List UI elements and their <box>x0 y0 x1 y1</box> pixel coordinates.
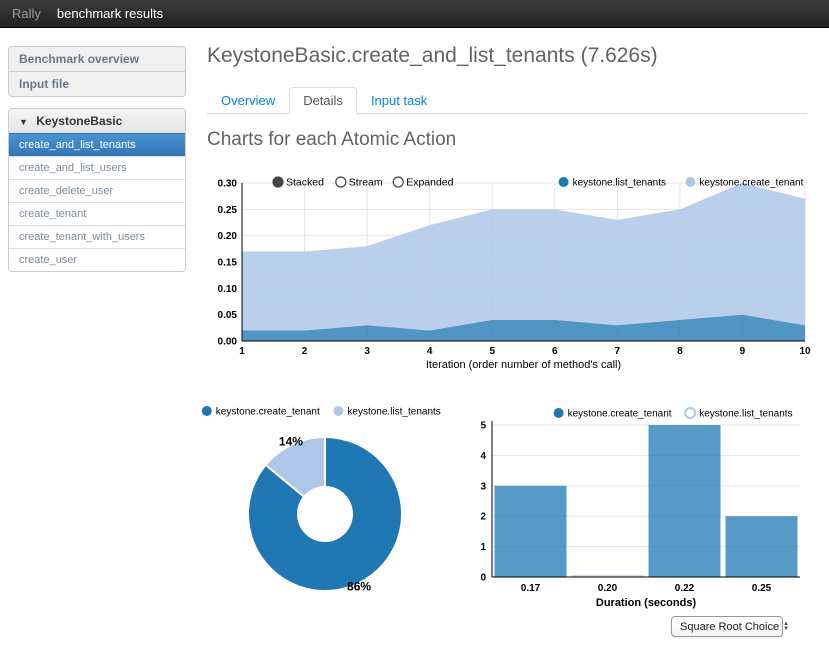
legend-dot-icon <box>684 407 697 419</box>
top-navbar: Rally benchmark results <box>0 0 829 28</box>
legend-dot-icon <box>553 408 564 418</box>
y-tick-label: 2 <box>480 512 486 523</box>
x-tick-label: 2 <box>302 346 308 357</box>
y-tick-label: 5 <box>480 421 486 432</box>
stepper-down-icon: ▼ <box>783 625 790 632</box>
radio-unselected-icon <box>392 176 404 188</box>
page-title: KeystoneBasic.create_and_list_tenants (7… <box>207 44 658 67</box>
chart-mode-radio-stream[interactable]: Stream <box>335 176 383 189</box>
legend-label: keystone.create_tenant <box>568 409 672 420</box>
x-tick-label: 3 <box>364 346 370 357</box>
legend-dot-icon <box>333 406 344 416</box>
legend-item-keystone-list-tenants[interactable]: keystone.list_tenants <box>558 177 666 189</box>
y-tick-label: 0.15 <box>218 258 238 269</box>
legend-dot-icon <box>201 406 212 416</box>
stacked-area-chart: 0.00 0.05 0.10 0.15 0.20 0.25 0.30 1 2 3 4 5 6 7 8 9 10 I… <box>218 176 811 371</box>
tab-input-task[interactable]: Input task <box>370 93 428 108</box>
x-tick-label: 7 <box>615 346 621 357</box>
sidebar-nav-group: Benchmark overview Input file <box>8 46 186 97</box>
area-series-keystone-list-tenants <box>242 314 805 341</box>
y-tick-label: 0.05 <box>218 310 238 321</box>
tab-bar: Overview Details Input task <box>207 87 807 114</box>
radio-label: Stream <box>349 177 383 189</box>
y-tick-label: 3 <box>480 481 486 492</box>
select-stepper-icon: ▲ ▼ <box>783 620 790 632</box>
app-brand[interactable]: Rally <box>12 6 41 21</box>
sidebar: Benchmark overview Input file ▼ KeystoneB… <box>8 46 186 272</box>
scenario-list: create_and_list_tenants create_and_list_u… <box>9 133 185 271</box>
scenario-item-create-user[interactable]: create_user <box>9 248 185 271</box>
legend-dot-icon <box>685 177 696 187</box>
histogram-bar-0.20 <box>571 575 644 577</box>
duration-histogram-chart: 0 1 2 3 4 5 0.17 0.20 0.22 0.25 Duration (seconds)… <box>480 407 800 609</box>
area-series-keystone-create-tenant <box>242 183 805 331</box>
chart-mode-radio-stacked[interactable]: Stacked <box>272 176 324 189</box>
histogram-method-select-value: Square Root Choice <box>680 620 780 633</box>
slice-percent-label: 14% <box>279 435 303 449</box>
atomic-action-pie-chart: 86% 14% keystone.create_tenant keystone.lis… <box>201 406 441 593</box>
legend-item-keystone-create-tenant[interactable]: keystone.create_tenant <box>553 408 672 420</box>
radio-label: Expanded <box>406 177 453 189</box>
y-tick-label: 0.10 <box>218 284 238 295</box>
scenario-item-create-and-list-users[interactable]: create_and_list_users <box>9 156 185 179</box>
x-tick-label: 6 <box>552 346 558 357</box>
section-heading: Charts for each Atomic Action <box>207 129 457 150</box>
chart-mode-radio-expanded[interactable]: Expanded <box>392 176 454 189</box>
navbar-title[interactable]: benchmark results <box>56 6 164 21</box>
y-tick-label: 0.30 <box>218 179 238 190</box>
scenario-group-header[interactable]: ▼ KeystoneBasic <box>9 109 185 133</box>
scenario-group-title: KeystoneBasic <box>36 114 123 128</box>
scenario-item-create-tenant[interactable]: create_tenant <box>9 202 185 225</box>
scenario-item-create-and-list-tenants[interactable]: create_and_list_tenants <box>9 133 185 156</box>
scenario-item-create-delete-user[interactable]: create_delete_user <box>9 179 185 202</box>
x-tick-label: 5 <box>489 346 495 357</box>
scenario-item-create-tenant-with-users[interactable]: create_tenant_with_users <box>9 225 185 248</box>
pie-slice-keystone-create-tenant <box>247 435 403 592</box>
collapse-caret-icon: ▼ <box>19 117 28 127</box>
x-tick-label: 0.20 <box>598 583 618 594</box>
x-tick-label: 0.22 <box>675 583 695 594</box>
stepper-up-icon: ▲ <box>783 620 790 627</box>
x-tick-label: 1 <box>239 346 245 357</box>
x-tick-label: 0.25 <box>752 583 772 594</box>
y-tick-label: 4 <box>480 451 486 462</box>
legend-item-keystone-list-tenants[interactable]: keystone.list_tenants <box>684 407 793 420</box>
tab-details[interactable]: Details <box>289 87 357 114</box>
legend-label: keystone.create_tenant <box>216 407 320 418</box>
x-tick-label: 10 <box>799 346 811 357</box>
x-tick-label: 8 <box>677 346 683 357</box>
histogram-method-select[interactable]: Square Root Choice ▲ ▼ <box>671 616 789 637</box>
radio-selected-icon <box>272 176 284 188</box>
legend-label: keystone.list_tenants <box>699 409 792 420</box>
y-tick-label: 0.25 <box>218 205 238 216</box>
legend-item-keystone-list-tenants[interactable]: keystone.list_tenants <box>333 406 441 418</box>
x-tick-label: 4 <box>427 346 433 357</box>
x-axis-label: Iteration (order number of method's call… <box>426 359 621 371</box>
sidebar-item-input-file[interactable]: Input file <box>9 71 185 96</box>
legend-dot-icon <box>558 177 569 187</box>
scenario-group: ▼ KeystoneBasic create_and_list_tenants c… <box>8 108 186 272</box>
radio-unselected-icon <box>335 176 347 188</box>
legend-label: keystone.list_tenants <box>347 407 440 418</box>
legend-label: keystone.list_tenants <box>573 178 666 189</box>
sidebar-item-benchmark-overview[interactable]: Benchmark overview <box>19 52 140 66</box>
legend-item-keystone-create-tenant[interactable]: keystone.create_tenant <box>201 406 320 418</box>
x-axis-label: Duration (seconds) <box>596 597 697 609</box>
slice-percent-label: 86% <box>347 579 371 593</box>
y-tick-label: 0.20 <box>218 231 238 242</box>
legend-item-keystone-create-tenant[interactable]: keystone.create_tenant <box>685 177 804 189</box>
tab-overview[interactable]: Overview <box>221 93 276 108</box>
y-tick-label: 0 <box>480 573 486 584</box>
radio-label: Stacked <box>286 177 324 189</box>
pie-slice-keystone-list-tenants <box>264 435 326 499</box>
x-tick-label: 9 <box>740 346 746 357</box>
legend-label: keystone.create_tenant <box>699 178 803 189</box>
y-tick-label: 0.00 <box>218 337 238 348</box>
y-tick-label: 1 <box>480 542 486 553</box>
x-tick-label: 0.17 <box>521 583 541 594</box>
histogram-bar-0.25 <box>725 516 798 577</box>
histogram-bar-0.22 <box>648 425 721 577</box>
histogram-bar-0.17 <box>494 485 567 577</box>
